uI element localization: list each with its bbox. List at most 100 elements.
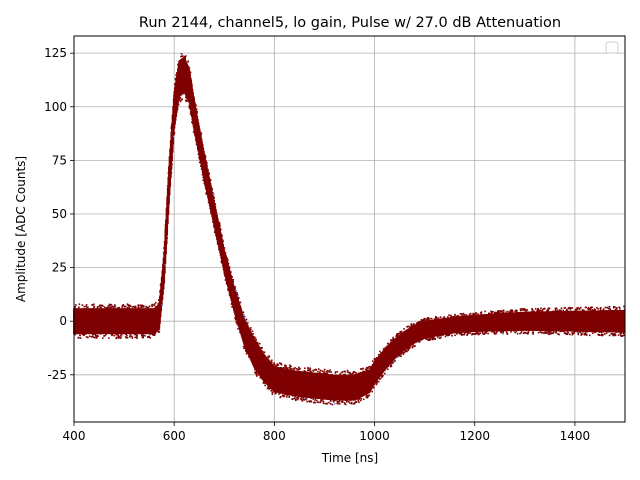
data-point — [257, 373, 260, 376]
data-point — [524, 309, 526, 311]
data-point — [245, 352, 248, 355]
data-point — [344, 370, 346, 373]
data-point — [142, 306, 145, 308]
data-point — [390, 339, 393, 342]
data-point — [466, 334, 468, 336]
data-point — [270, 389, 272, 392]
data-point — [124, 305, 127, 308]
data-point — [428, 339, 431, 341]
data-point — [531, 307, 533, 310]
data-point — [291, 398, 293, 401]
data-point — [114, 305, 116, 307]
data-point — [277, 364, 280, 366]
data-point — [536, 309, 539, 312]
data-point — [93, 303, 95, 306]
data-point — [134, 333, 137, 336]
data-point — [126, 334, 128, 337]
data-point — [129, 335, 131, 337]
data-point — [301, 400, 304, 402]
data-point — [115, 336, 118, 339]
data-point — [93, 305, 96, 308]
data-point — [346, 369, 349, 372]
data-point — [126, 337, 129, 339]
data-point — [567, 331, 569, 334]
data-point — [451, 316, 453, 318]
data-point — [249, 328, 252, 331]
data-point — [126, 306, 129, 309]
data-point — [310, 400, 313, 403]
data-point — [141, 304, 144, 307]
data-point — [475, 312, 477, 314]
data-point — [200, 131, 202, 134]
data-point — [202, 179, 205, 181]
data-point — [227, 262, 230, 265]
data-point — [211, 188, 214, 190]
data-point — [234, 317, 236, 319]
data-point — [312, 369, 315, 372]
data-point — [566, 308, 568, 311]
data-point — [234, 287, 236, 290]
data-point — [463, 314, 466, 316]
data-point — [456, 332, 458, 335]
data-point — [83, 305, 86, 308]
data-point — [500, 331, 503, 334]
data-point — [117, 334, 119, 336]
data-point — [270, 359, 273, 362]
data-point — [125, 333, 128, 336]
data-point — [354, 371, 357, 374]
data-point — [405, 349, 407, 352]
data-point — [473, 313, 476, 316]
data-point — [471, 333, 474, 335]
data-point — [514, 331, 517, 334]
data-point — [142, 305, 145, 307]
data-point — [502, 332, 504, 335]
data-point — [114, 304, 116, 306]
data-point — [257, 342, 259, 345]
data-point — [355, 401, 358, 403]
data-point — [425, 338, 428, 340]
data-point — [365, 396, 367, 398]
data-point — [297, 397, 300, 400]
data-point — [267, 355, 269, 358]
data-point — [433, 318, 436, 320]
data-point — [547, 333, 550, 335]
data-point — [273, 362, 275, 364]
data-point — [400, 353, 402, 355]
data-point — [501, 311, 504, 314]
data-point — [118, 335, 121, 338]
data-point — [312, 398, 315, 400]
data-point — [123, 305, 126, 308]
data-point — [317, 370, 319, 373]
data-point — [103, 306, 106, 308]
data-point — [242, 311, 245, 314]
data-point — [468, 313, 471, 316]
data-point — [268, 355, 271, 357]
data-point — [367, 366, 370, 368]
data-point — [224, 279, 227, 281]
data-point — [108, 306, 110, 309]
data-point — [321, 370, 324, 372]
data-point — [181, 98, 183, 101]
data-point — [305, 398, 307, 401]
data-point — [212, 192, 214, 194]
data-point — [96, 336, 98, 339]
data-point — [531, 309, 534, 311]
data-point — [314, 401, 316, 404]
data-point — [78, 337, 80, 339]
data-point — [224, 252, 227, 254]
data-point — [328, 371, 331, 373]
data-point — [352, 372, 354, 375]
data-point — [373, 386, 375, 389]
data-point — [245, 318, 248, 321]
data-point — [219, 228, 222, 230]
data-point — [420, 339, 423, 342]
data-point — [185, 96, 187, 99]
data-point — [185, 99, 187, 102]
data-point — [569, 309, 572, 312]
data-point — [558, 333, 560, 336]
data-point — [571, 332, 574, 334]
data-point — [284, 366, 286, 368]
data-point — [376, 382, 378, 384]
data-point — [391, 339, 394, 341]
data-point — [383, 369, 386, 372]
